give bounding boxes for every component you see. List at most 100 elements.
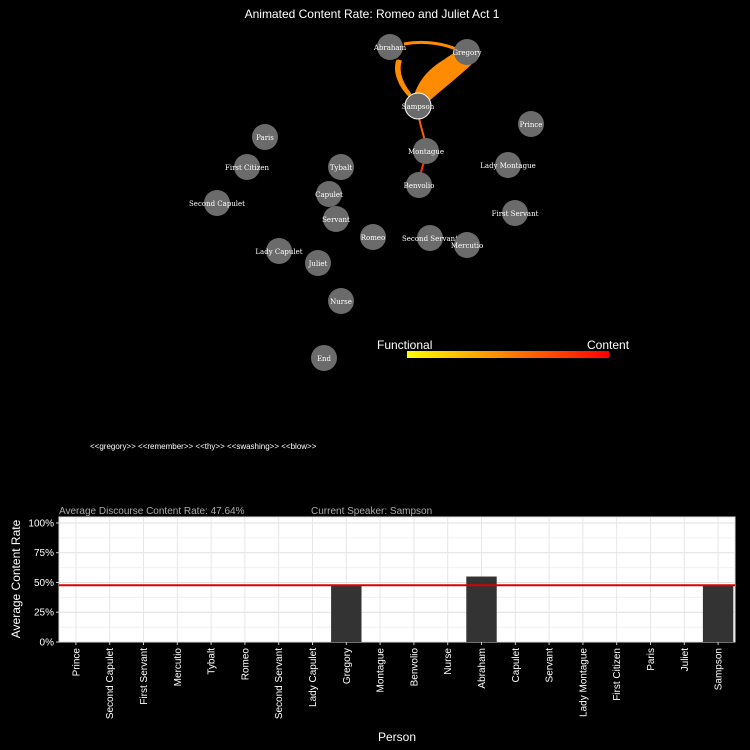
x-tick-label-lady-montague: Lady Montague [578, 648, 589, 717]
edge-abraham-gregory [403, 40, 459, 52]
node-circle [311, 345, 337, 371]
x-tick-label-lady-capulet: Lady Capulet [308, 648, 319, 707]
network-title: Animated Content Rate: Romeo and Juliet … [245, 7, 500, 21]
y-axis-label: Average Content Rate [9, 519, 23, 638]
legend-functional-label: Functional [377, 338, 432, 352]
x-tick-label-sampson: Sampson [714, 648, 725, 690]
network-edges [395, 40, 473, 177]
gridlines [59, 517, 735, 643]
legend-gradient-bar [407, 351, 609, 358]
node-circle [266, 238, 292, 264]
node-circle [377, 34, 403, 60]
node-label: First Servant [492, 210, 539, 218]
node-label: Sampson [402, 103, 435, 111]
color-legend: Functional Content [377, 338, 630, 358]
x-tick-label-second-capulet: Second Capulet [105, 648, 116, 719]
node-label: Nurse [330, 298, 352, 306]
node-circle [413, 138, 439, 164]
x-tick-label-servant: Servant [545, 648, 556, 683]
node-circle [406, 172, 432, 198]
bars [331, 576, 734, 642]
current-speaker-label: Current Speaker: Sampson [311, 506, 432, 517]
node-label: Lady Montague [480, 162, 536, 170]
average-content-rate-label: Average Discourse Content Rate: 47.64% [59, 506, 245, 517]
node-label: Paris [256, 134, 274, 142]
node-circle [323, 206, 349, 232]
node-label: Second Capulet [189, 200, 245, 208]
node-label: Lady Capulet [255, 248, 302, 256]
x-tick-label-paris: Paris [646, 648, 657, 671]
x-tick-label-second-servant: Second Servant [274, 648, 285, 719]
bar-chart: 0% 25% 50% 75% 100% Prince Second Capulet Firs… [9, 516, 736, 744]
node-first-citizen: First Citizen [225, 154, 270, 180]
node-circle [360, 224, 386, 250]
node-circle [495, 152, 521, 178]
node-label: Tybalt [330, 164, 353, 172]
node-label: End [317, 355, 332, 363]
x-tick-label-tybalt: Tybalt [207, 648, 218, 675]
node-label: Juliet [308, 260, 328, 268]
plot-panel [58, 516, 736, 643]
y-tick-label: 50% [34, 578, 54, 589]
node-paris: Paris [252, 124, 278, 150]
node-circle [328, 154, 354, 180]
node-circle [316, 181, 342, 207]
y-tick-label: 25% [34, 608, 54, 619]
node-gregory: Gregory [452, 39, 482, 65]
node-circle [454, 232, 480, 258]
bar-sampson [702, 584, 734, 642]
node-label: Servant [322, 216, 350, 224]
node-label: Gregory [452, 49, 481, 57]
node-circle [305, 250, 331, 276]
node-second-capulet: Second Capulet [189, 190, 245, 216]
node-romeo: Romeo [360, 224, 386, 250]
node-end: End [311, 345, 337, 371]
x-tick-label-mercutio: Mercutio [173, 648, 184, 687]
node-abraham: Abraham [373, 34, 407, 60]
x-tick-label-romeo: Romeo [240, 648, 251, 681]
x-tick-label-nurse: Nurse [443, 648, 454, 675]
y-tick-label: 75% [34, 548, 54, 559]
y-tick-label: 0% [40, 638, 55, 649]
node-montague: Montague [408, 138, 444, 164]
node-prince: Prince [518, 111, 544, 137]
x-tick-label-juliet: Juliet [680, 648, 691, 672]
node-circle [502, 200, 528, 226]
node-label: Second Servant [402, 235, 458, 243]
node-lady-montague: Lady Montague [480, 152, 536, 178]
node-circle [417, 225, 443, 251]
current-words: <<gregory>> <<remember>> <<thy>> <<swash… [90, 442, 317, 451]
node-mercutio: Mercutio [451, 232, 483, 258]
node-label: Benvolio [404, 182, 435, 190]
x-tick-label-gregory: Gregory [342, 648, 353, 684]
node-circle [454, 39, 480, 65]
node-circle [252, 124, 278, 150]
x-tick-label-abraham: Abraham [477, 648, 488, 689]
x-axis-label: Person [378, 730, 416, 744]
x-axis-ticks: Prince Second Capulet First Servant Mercuti… [71, 642, 725, 719]
node-second-servant: Second Servant [402, 225, 458, 251]
x-tick-label-first-servant: First Servant [139, 648, 150, 705]
x-tick-label-capulet: Capulet [511, 648, 522, 683]
legend-content-label: Content [587, 338, 630, 352]
node-first-servant: First Servant [492, 200, 539, 226]
node-servant: Servant [322, 206, 350, 232]
node-label: First Citizen [225, 164, 270, 172]
node-label: Prince [520, 121, 543, 129]
x-tick-label-benvolio: Benvolio [409, 648, 420, 687]
node-circle [328, 288, 354, 314]
x-tick-label-montague: Montague [376, 648, 387, 693]
x-tick-label-prince: Prince [71, 648, 82, 677]
bar-abraham [466, 576, 497, 642]
node-circle [204, 190, 230, 216]
node-sampson: Sampson [402, 92, 435, 120]
node-circle [518, 111, 544, 137]
node-circle [404, 92, 432, 120]
node-tybalt: Tybalt [328, 154, 354, 180]
node-label: Abraham [373, 44, 407, 52]
node-nurse: Nurse [328, 288, 354, 314]
node-label: Romeo [361, 234, 385, 242]
node-juliet: Juliet [305, 250, 331, 276]
node-lady-capulet: Lady Capulet [255, 238, 303, 264]
